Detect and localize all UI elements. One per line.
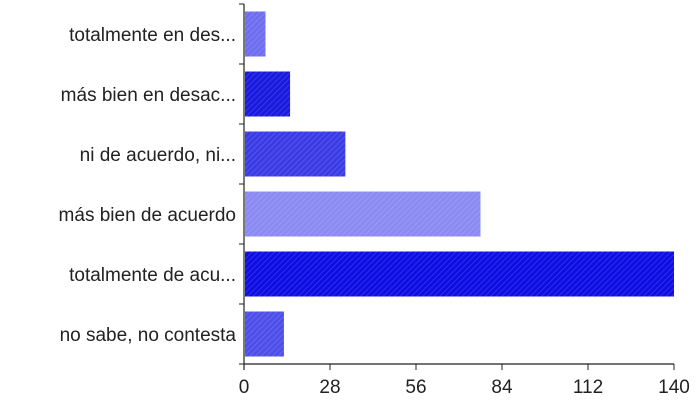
x-tick-label-3: 84 <box>491 377 513 398</box>
x-tick-label-4: 112 <box>573 377 603 398</box>
axes-group <box>239 3 675 370</box>
x-tick-label-1: 28 <box>319 377 340 398</box>
category-label-1: más bien en desac... <box>61 85 236 106</box>
x-tick-label-5: 140 <box>658 377 690 398</box>
bar-texture-4 <box>245 251 674 297</box>
bars-group <box>245 11 674 357</box>
category-label-2: ni de acuerdo, ni... <box>80 145 236 166</box>
category-label-4: totalmente de acu... <box>69 265 236 286</box>
category-label-5: no sabe, no contesta <box>60 325 237 346</box>
bar-texture-1 <box>245 71 291 117</box>
bar-texture-3 <box>245 191 481 237</box>
bar-texture-2 <box>245 131 346 177</box>
bar-texture-0 <box>245 11 266 57</box>
x-tick-label-2: 56 <box>405 377 426 398</box>
bar-texture-5 <box>245 311 284 357</box>
x-tick-label-0: 0 <box>239 377 250 398</box>
category-label-3: más bien de acuerdo <box>59 205 236 226</box>
category-labels: totalmente en des... más bien en desac...… <box>59 25 237 346</box>
category-label-0: totalmente en des... <box>69 25 236 46</box>
x-tick-labels: 0 28 56 84 112 140 <box>239 377 690 398</box>
